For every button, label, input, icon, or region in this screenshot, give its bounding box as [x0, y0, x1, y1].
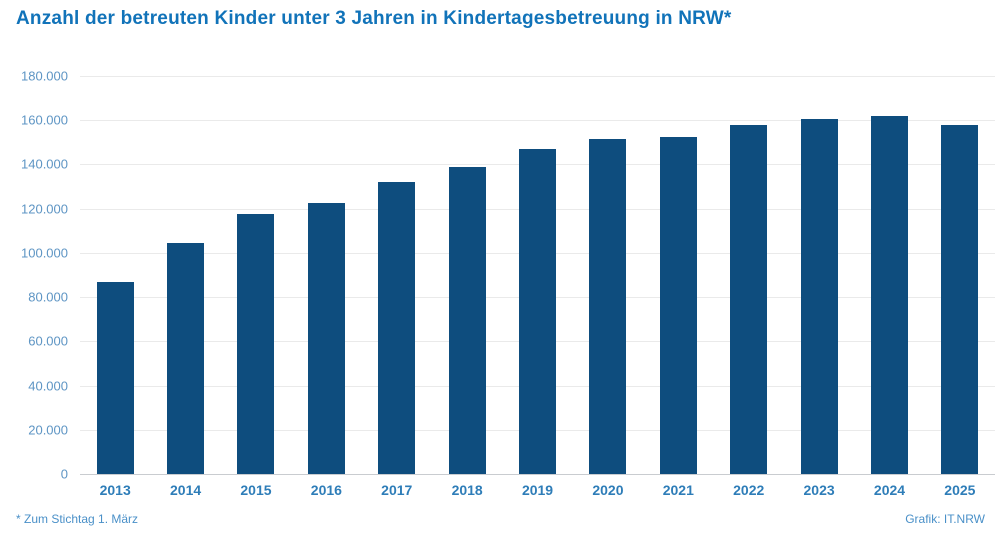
x-tick-label: 2024 [873, 482, 906, 498]
y-tick-label: 100.000 [21, 245, 68, 261]
bar-2025 [941, 124, 979, 474]
x-tick-label: 2017 [381, 482, 413, 498]
plot-area: 0 20.000 40.000 60.000 80.000 100.000 120.000 1… [21, 69, 995, 498]
y-tick-label: 80.000 [28, 289, 68, 305]
x-tick-label: 2015 [240, 482, 272, 498]
bar-slot [291, 76, 361, 474]
gridline [80, 120, 995, 122]
x-tick-label: 2025 [944, 482, 976, 498]
x-tick-label: 2021 [662, 482, 694, 498]
bars-row [80, 76, 995, 474]
bar-slot [573, 76, 643, 474]
y-tick-label: 60.000 [28, 333, 68, 349]
x-tick-label: 2014 [170, 482, 202, 498]
bar-slot [150, 76, 220, 474]
x-tick-label: 2019 [521, 482, 554, 498]
bar-2017 [378, 182, 416, 474]
bar-slot [925, 76, 995, 474]
x-tick-label: 2023 [803, 482, 835, 498]
bar-2021 [659, 136, 697, 474]
y-tick-label: 20.000 [28, 422, 68, 438]
y-tick-label: 180.000 [21, 68, 68, 84]
bar-2013 [96, 281, 134, 474]
bar-slot [221, 76, 291, 474]
credit: Grafik: IT.NRW [905, 512, 985, 526]
bar-slot [643, 76, 713, 474]
bar-slot [502, 76, 572, 474]
bar-slot [362, 76, 432, 474]
bar-2014 [167, 242, 205, 474]
bar-slot [80, 76, 150, 474]
y-tick-label: 160.000 [21, 112, 68, 128]
x-axis-labels: 2013 2014 2015 2016 2017 2018 2019 2020 2021 2022… [80, 482, 995, 498]
bar-slot [432, 76, 502, 474]
bar-2016 [307, 203, 345, 474]
chart-title: Anzahl der betreuten Kinder unter 3 Jahr… [16, 8, 732, 29]
x-tick-label: 2016 [310, 482, 342, 498]
bar-2020 [589, 139, 627, 474]
x-tick-label: 2022 [733, 482, 765, 498]
bar-2019 [519, 148, 557, 474]
y-tick-label: 140.000 [21, 156, 68, 172]
bar-2018 [448, 166, 486, 474]
bar-2015 [237, 214, 275, 474]
y-tick-label: 0 [60, 466, 68, 482]
bar-slot [784, 76, 854, 474]
bar-2024 [870, 115, 908, 474]
y-tick-label: 40.000 [28, 378, 68, 394]
y-tick-label: 120.000 [21, 201, 68, 217]
bar-slot [714, 76, 784, 474]
gridline [80, 76, 995, 77]
x-tick-label: 2018 [451, 482, 483, 498]
x-tick-label: 2013 [99, 482, 131, 498]
bar-slot [854, 76, 924, 474]
bar-2023 [800, 119, 838, 474]
footnote: * Zum Stichtag 1. März [16, 512, 139, 526]
bar-2022 [730, 124, 768, 474]
x-tick-label: 2020 [592, 482, 624, 498]
